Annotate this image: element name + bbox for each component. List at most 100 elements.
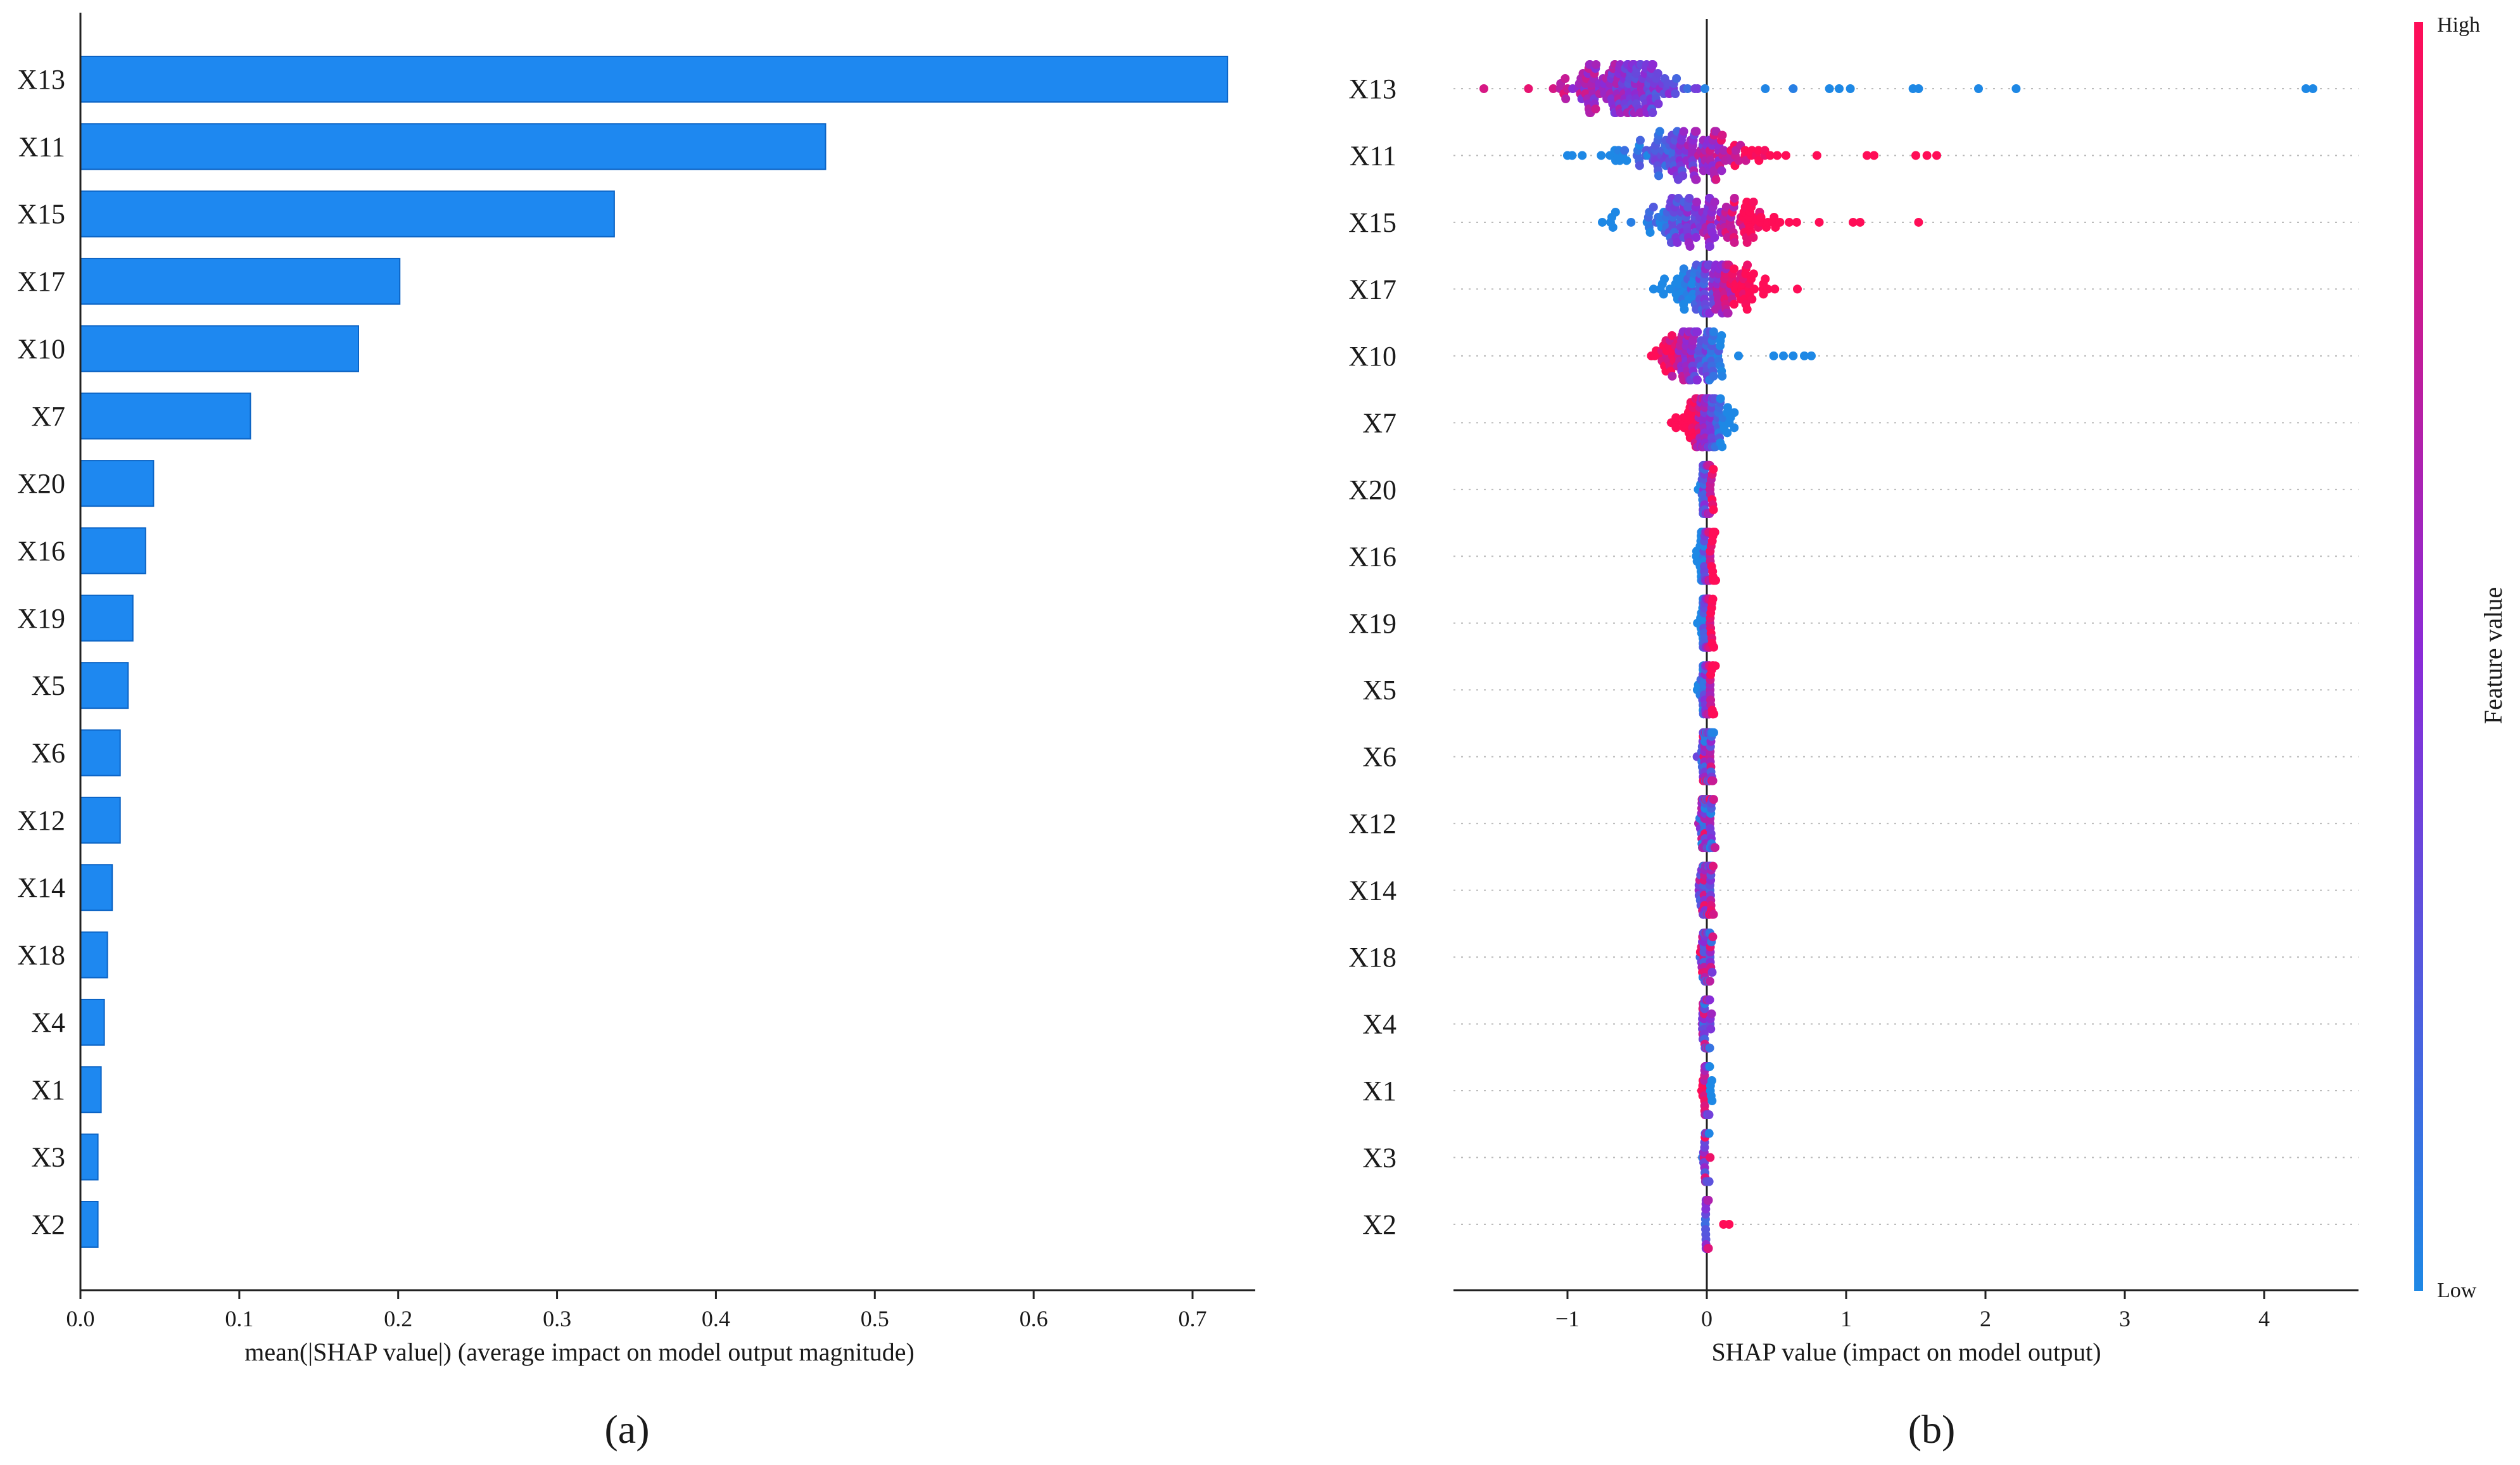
- shap-point: [1660, 274, 1669, 284]
- shap-point: [1668, 331, 1677, 340]
- x-tick-label: 0.1: [225, 1306, 253, 1331]
- bar-x11: [80, 123, 826, 170]
- x-tick-label: 0.4: [702, 1306, 730, 1331]
- feature-label: X2: [31, 1209, 65, 1240]
- feature-label: X18: [1348, 942, 1396, 973]
- shap-point: [1709, 642, 1719, 652]
- shap-point: [1718, 371, 1727, 381]
- x-tick-label: 2: [1980, 1306, 1991, 1331]
- shap-point: [2302, 84, 2310, 93]
- feature-label: X3: [31, 1142, 65, 1173]
- feature-label: X12: [1348, 808, 1396, 839]
- x-tick-label: 0.5: [861, 1306, 889, 1331]
- feature-label: X13: [1348, 73, 1396, 105]
- shap-point: [1608, 222, 1618, 232]
- shap-point: [1754, 156, 1764, 165]
- shap-point: [1710, 843, 1719, 853]
- shap-point: [1704, 1129, 1714, 1138]
- shap-point: [1635, 161, 1644, 170]
- shap-point: [1709, 728, 1718, 737]
- bar-x5: [80, 662, 129, 709]
- x-tick-label: 0.6: [1020, 1306, 1048, 1331]
- x-tick-label: 4: [2258, 1306, 2270, 1331]
- shap-point: [1591, 105, 1600, 113]
- shap-point: [1743, 260, 1752, 270]
- shap-point: [1671, 423, 1681, 433]
- shap-point: [1704, 1110, 1714, 1120]
- shap-point: [1578, 151, 1587, 160]
- shap-point: [1766, 151, 1775, 160]
- shap-point: [1685, 193, 1694, 203]
- shap-point: [1524, 84, 1533, 93]
- feature-label: X10: [17, 333, 65, 364]
- shap-point: [1974, 84, 1983, 93]
- shap-point: [1653, 69, 1662, 78]
- shap-point: [1693, 84, 1702, 93]
- shap-point: [1749, 269, 1758, 279]
- bar-x4: [80, 998, 105, 1046]
- shap-point: [1723, 308, 1733, 318]
- shap-point: [1814, 217, 1824, 227]
- shap-point: [1749, 197, 1758, 206]
- shap-point: [1775, 217, 1785, 227]
- shap-point: [1704, 1244, 1713, 1253]
- shap-point: [2011, 84, 2021, 93]
- shap-point: [1719, 146, 1728, 155]
- shap-point: [1692, 197, 1702, 206]
- shap-point: [1710, 528, 1719, 537]
- shap-point: [1671, 89, 1680, 98]
- bar-x16: [80, 527, 146, 574]
- shap-point: [1747, 295, 1757, 304]
- shap-point: [1812, 151, 1821, 160]
- bar-x17: [80, 258, 401, 305]
- shap-point: [1789, 351, 1798, 360]
- shap-point: [1708, 776, 1718, 785]
- shap-point: [1649, 202, 1658, 212]
- shap-point: [1716, 394, 1725, 403]
- bar-x19: [80, 594, 134, 642]
- shap-point: [1756, 212, 1766, 222]
- shap-point: [1723, 232, 1732, 242]
- shap-point: [1705, 977, 1714, 986]
- shap-point: [1654, 99, 1663, 108]
- shap-point: [1679, 264, 1688, 274]
- shap-point: [1835, 84, 1844, 93]
- shap-point: [1620, 146, 1630, 155]
- feature-label: X6: [31, 738, 65, 769]
- shap-point: [1709, 795, 1718, 804]
- shap-point: [1680, 305, 1689, 314]
- shap-point: [1707, 1076, 1716, 1086]
- shap-point: [1679, 127, 1688, 136]
- shap-point: [1723, 403, 1732, 412]
- feature-label: X10: [1348, 341, 1396, 372]
- shap-point: [1770, 284, 1780, 294]
- feature-label: X11: [18, 131, 65, 162]
- shap-point: [1709, 505, 1718, 514]
- shap-point: [1707, 968, 1717, 977]
- feature-label: X7: [31, 401, 65, 432]
- x-tick-label: 0.3: [543, 1306, 571, 1331]
- shap-point: [1725, 1220, 1734, 1229]
- feature-label: X15: [17, 199, 65, 230]
- shap-point: [1648, 108, 1657, 117]
- shap-point: [1598, 217, 1607, 227]
- bar-x6: [80, 729, 121, 777]
- shap-point: [1770, 212, 1779, 222]
- shap-point: [1704, 1177, 1714, 1186]
- shap-point: [1761, 84, 1770, 93]
- shap-point: [1730, 408, 1739, 417]
- shap-point: [2308, 84, 2317, 93]
- bar-x1: [80, 1066, 102, 1113]
- shap-point: [1707, 1096, 1717, 1106]
- shap-point: [1717, 331, 1726, 340]
- shap-point: [1709, 709, 1719, 719]
- shap-point: [1704, 1196, 1713, 1205]
- shap-point: [1711, 576, 1721, 585]
- shap-point: [1730, 238, 1739, 247]
- bar-x10: [80, 325, 359, 372]
- shap-point: [1709, 327, 1718, 336]
- shap-point: [1700, 84, 1709, 93]
- shap-point: [1769, 351, 1778, 360]
- shap-point: [1742, 305, 1752, 314]
